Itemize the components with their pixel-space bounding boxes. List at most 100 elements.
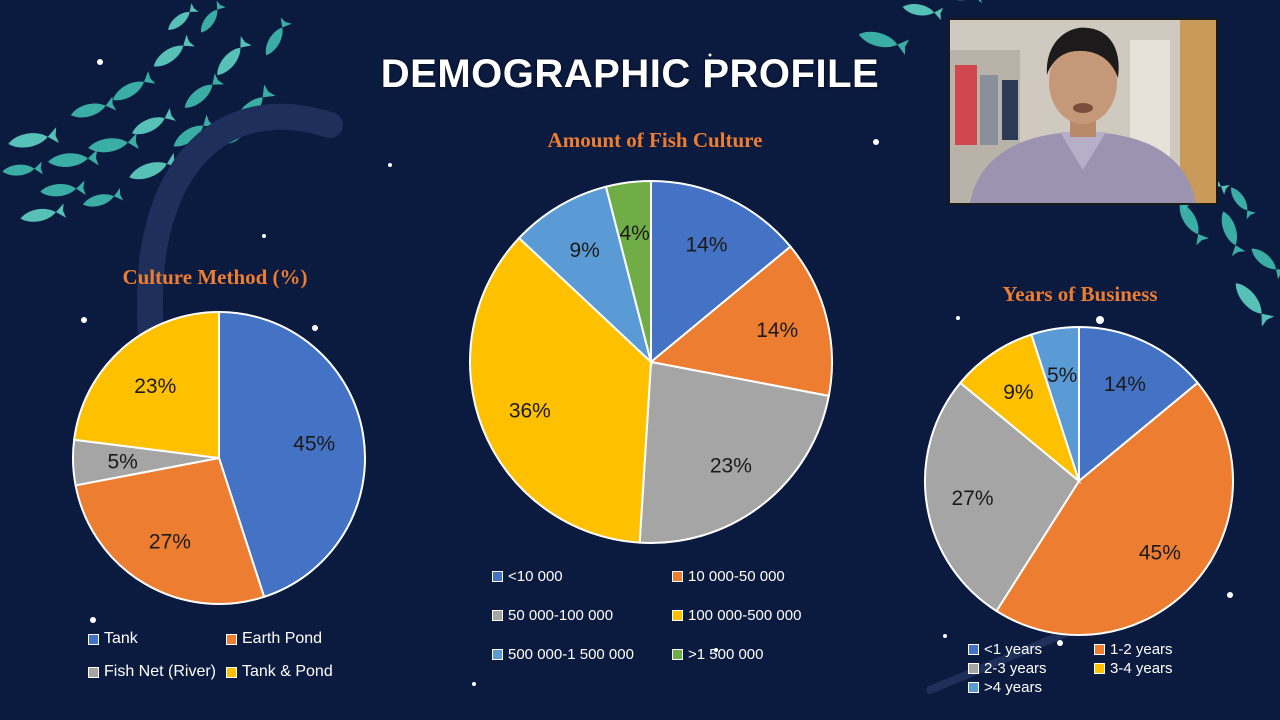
legend-item: 50 000-100 000 [492,607,613,624]
chart-title-culture-method: Culture Method (%) [122,265,308,289]
presenter-webcam [948,18,1218,205]
dot-decoration [81,317,87,323]
legend-label: 50 000-100 000 [508,607,614,624]
fish-decoration [265,17,292,56]
legend-swatch [226,666,237,678]
fish-decoration [173,114,215,147]
pie-slice-label: 5% [1047,364,1077,387]
legend-label: Earth Pond [242,630,323,647]
pie-slice-label: 4% [619,222,649,245]
legend-swatch [88,633,99,645]
pie-slice [604,179,652,363]
fish-decoration [88,133,139,153]
fish-decoration [20,203,67,222]
pie-slice-label: 45% [1139,542,1181,565]
legend-item: 2-3 years [968,660,1047,677]
dot-decoration [97,59,103,65]
pie-slice [995,381,1234,636]
legend-label: Fish Net (River) [104,663,217,680]
legend-item: 3-4 years [1094,660,1173,677]
pie-slice-label: 14% [1104,373,1146,396]
legend-label: 10 000-50 000 [688,568,785,585]
legend-label: 500 000-1 500 000 [508,646,634,663]
legend-swatch [672,649,683,660]
fish-decoration [2,161,43,176]
fish-decoration [1251,248,1280,280]
legend-swatch [968,663,979,674]
pie-slice [924,381,1081,613]
fish-decoration [8,127,59,148]
legend-swatch [492,571,503,582]
legend-label: 100 000-500 000 [688,607,802,624]
pie-slice-label: 23% [134,375,176,398]
chart-title-fish-culture: Amount of Fish Culture [547,128,763,152]
fish-decoration [168,3,199,30]
legend-item: >4 years [968,679,1042,696]
star-dots-decoration [81,53,1233,686]
legend-item: 500 000-1 500 000 [492,646,634,663]
legend-label: >1 500 000 [688,646,764,663]
dot-decoration [472,682,476,686]
fish-decoration [112,71,156,101]
pie-slice [218,310,366,599]
legend-item: 1-2 years [1094,641,1173,658]
fish-decoration [184,73,224,108]
fish-decoration [1179,202,1209,246]
dot-decoration [956,316,960,320]
fish-decoration [153,34,195,67]
fish-decoration [129,152,180,180]
pie-slice [1030,325,1080,482]
fish-decoration [48,149,99,167]
legend-swatch [968,644,979,655]
pie-slice-label: 14% [756,319,798,342]
dot-decoration [1057,640,1063,646]
chart-title-years-business: Years of Business [1002,282,1158,306]
dot-decoration [312,325,318,331]
pie-slice-label: 36% [509,399,551,422]
dot-decoration [708,53,712,57]
legend-label: >4 years [984,679,1042,696]
legend-item: Tank & Pond [226,663,333,681]
pie-slice [958,333,1082,484]
legend-label: 2-3 years [984,660,1047,677]
fish-decoration [858,31,910,55]
dot-decoration [714,648,718,652]
legend-item: Tank [88,630,138,648]
legend-swatch [672,571,683,582]
legend-swatch [226,633,237,645]
fish-decoration [217,36,252,76]
pie-slice-label: 27% [952,487,994,510]
pie-slice [638,360,830,544]
pie-slice [650,179,792,365]
pie-slice-label: 9% [1003,381,1033,404]
fish-decoration [902,3,944,21]
pie-slice-label: 9% [569,239,599,262]
legend-label: Tank & Pond [242,663,333,680]
pie-slice [74,456,266,605]
fish-decoration [201,0,226,33]
fish-decoration [1221,211,1246,257]
legend-label: Tank [104,630,138,647]
pie-slice-label: 5% [108,450,138,473]
legend-item: <1 years [968,641,1042,658]
legend-label: <10 000 [508,568,563,585]
dot-decoration [873,139,879,145]
dot-decoration [388,163,392,167]
pie-slice [648,245,833,398]
fish-decoration [1231,187,1256,220]
legend-item: Earth Pond [226,630,322,648]
dot-decoration [1227,592,1233,598]
slide-title: DEMOGRAPHIC PROFILE [380,52,880,96]
pie-slice [517,185,653,366]
legend-swatch [1094,644,1105,655]
legend-item: 100 000-500 000 [672,607,801,624]
legend-item: Fish Net (River) [88,663,216,681]
pie-slice-label: 27% [149,530,191,553]
legend-swatch [492,649,503,660]
legend-swatch [88,666,99,678]
legend-swatch [968,682,979,693]
legend-label: 1-2 years [1110,641,1173,658]
